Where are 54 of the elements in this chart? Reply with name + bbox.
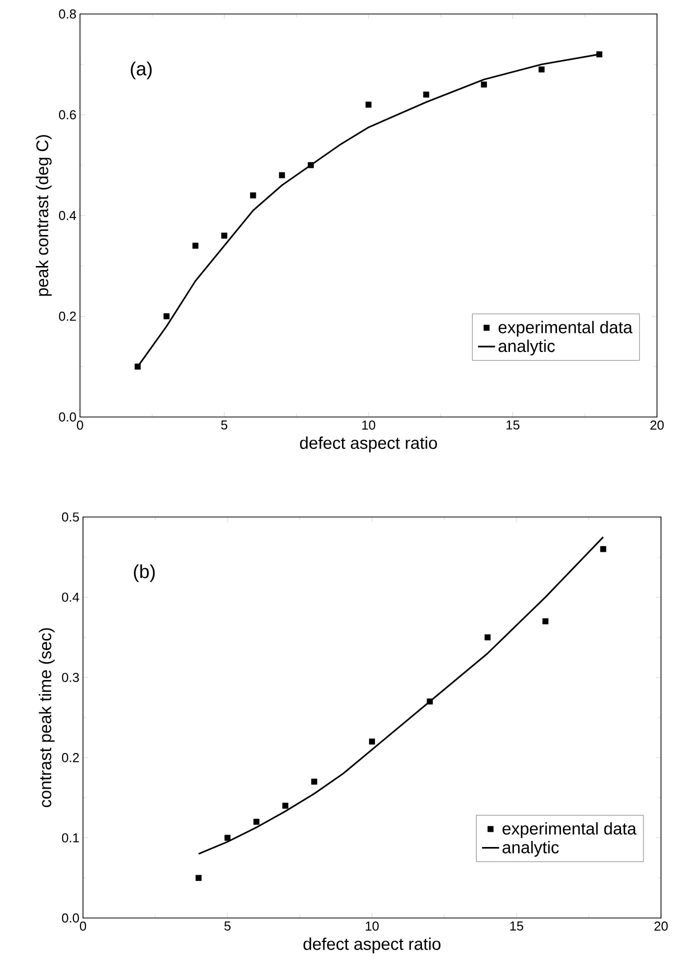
point — [278, 172, 285, 178]
point — [596, 51, 602, 58]
x-tick-label: 5 — [224, 922, 231, 931]
y-tick-label: 0.2 — [58, 312, 76, 321]
point — [253, 818, 260, 825]
point — [311, 778, 318, 785]
point — [196, 874, 202, 881]
point — [221, 232, 228, 239]
x-tick-label: 20 — [654, 922, 668, 931]
point — [538, 66, 545, 72]
x-tick-label: 5 — [221, 420, 228, 430]
x-tick-label: 15 — [506, 420, 520, 430]
y-tick-label: 0.5 — [62, 512, 79, 522]
point — [366, 102, 372, 108]
x-axis-title: defect aspect ratio — [304, 938, 440, 954]
y-axis-title: peak contrast (deg C) — [36, 135, 52, 296]
legend-label: analytic — [502, 840, 559, 857]
point — [600, 546, 606, 552]
point — [224, 834, 230, 841]
y-tick-label: 0.0 — [62, 913, 79, 923]
y-tick-label: 0.8 — [58, 9, 76, 19]
point — [164, 313, 170, 320]
y-tick-label: 0.6 — [58, 110, 76, 120]
point — [484, 634, 491, 640]
point — [423, 92, 430, 98]
point — [192, 242, 198, 249]
legend-label: experimental data — [498, 320, 632, 337]
point — [480, 82, 487, 88]
point — [369, 738, 375, 745]
legend-label: experimental data — [502, 822, 636, 838]
annotation: (a) — [130, 62, 152, 80]
y-tick-label: 0.4 — [58, 210, 76, 220]
line-series — [198, 536, 604, 855]
x-tick-label: 20 — [650, 420, 664, 430]
legend-label: analytic — [498, 340, 555, 356]
x-tick-label: 10 — [362, 420, 376, 430]
y-tick-label: 0.1 — [62, 833, 79, 842]
y-tick-label: 0.2 — [62, 753, 79, 762]
annotation: (b) — [134, 564, 155, 582]
point — [282, 802, 288, 809]
y-tick-label: 0.0 — [58, 412, 76, 422]
x-tick-label: 15 — [510, 922, 524, 931]
point — [250, 192, 256, 198]
point — [134, 364, 141, 370]
point — [542, 618, 548, 624]
y-axis-title: contrast peak time (sec) — [38, 628, 55, 808]
point — [426, 698, 433, 704]
x-axis-title: defect aspect ratio — [300, 436, 437, 452]
x-tick-label: 10 — [366, 922, 379, 931]
y-tick-label: 0.4 — [62, 592, 80, 602]
y-tick-label: 0.3 — [62, 672, 79, 682]
point — [308, 162, 314, 168]
x-tick-label: 0 — [80, 922, 86, 931]
x-tick-label: 0 — [76, 420, 84, 430]
